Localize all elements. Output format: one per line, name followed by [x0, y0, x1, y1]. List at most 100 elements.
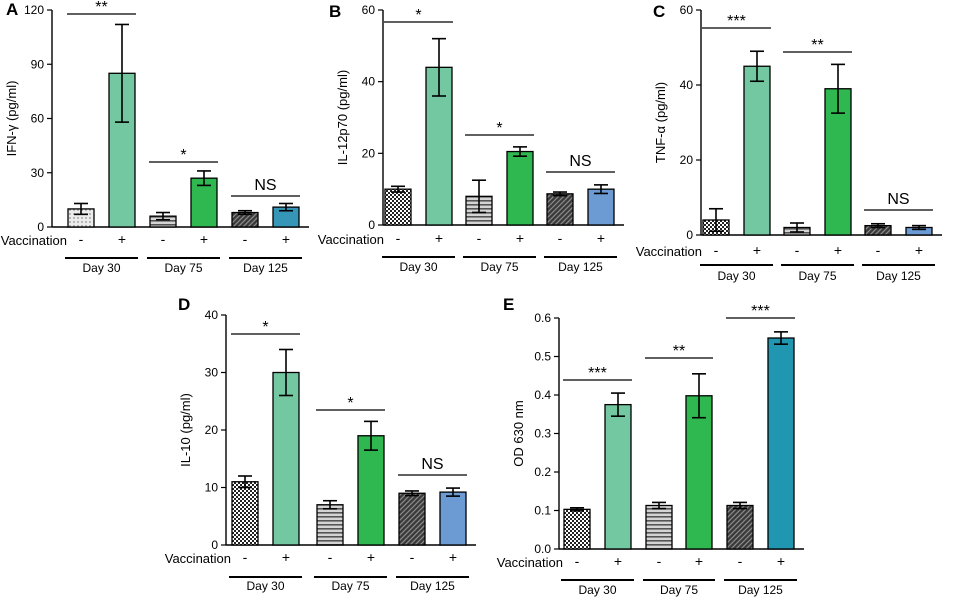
vaccination-sign: -: [243, 231, 248, 247]
group-label: Day 30: [399, 260, 437, 274]
y-tick-label: 0.6: [534, 311, 551, 325]
y-tick-label: 0: [686, 228, 693, 242]
y-tick-label: 30: [205, 366, 219, 380]
y-tick-label: 20: [680, 153, 694, 167]
y-tick-label: 0.2: [534, 465, 551, 479]
vaccination-sign: +: [367, 549, 375, 565]
vaccination-sign: +: [118, 231, 126, 247]
bar: [190, 177, 218, 228]
vaccination-sign: +: [449, 549, 457, 565]
vaccination-sign: +: [597, 230, 605, 246]
significance-label: NS: [569, 153, 591, 170]
vaccination-sign: +: [695, 553, 703, 569]
panel-letter: D: [178, 295, 190, 314]
bar: [685, 395, 713, 550]
vaccination-sign: +: [516, 230, 524, 246]
vaccination-sign: -: [795, 242, 800, 258]
group-label: Day 125: [738, 583, 783, 597]
panel-letter: B: [329, 2, 341, 21]
vaccination-sign: -: [161, 231, 166, 247]
group-label: Day 125: [243, 261, 288, 275]
vaccination-label: Vaccination: [636, 244, 702, 259]
vaccination-sign: +: [282, 231, 290, 247]
vaccination-label: Vaccination: [497, 555, 563, 570]
group-label: Day 75: [164, 261, 202, 275]
vaccination-sign: -: [575, 553, 580, 569]
y-tick-label: 0: [368, 218, 375, 232]
vaccination-label: Vaccination: [318, 232, 384, 247]
vaccination-sign: +: [614, 553, 622, 569]
bar: [506, 150, 534, 226]
bar: [439, 491, 467, 546]
bar: [546, 193, 574, 226]
y-tick-label: 60: [680, 3, 694, 17]
group-label: Day 125: [876, 269, 921, 283]
y-axis-label: OD 630 nm: [511, 400, 526, 466]
significance-label: NS: [887, 191, 909, 208]
bar: [316, 504, 344, 546]
bar: [231, 481, 259, 546]
panel-letter: A: [6, 0, 18, 19]
vaccination-sign: -: [558, 230, 563, 246]
group-label: Day 30: [246, 579, 284, 593]
y-tick-label: 0.1: [534, 504, 551, 518]
significance-label: NS: [254, 177, 276, 194]
y-tick-label: 0.5: [534, 350, 551, 364]
significance-label: ***: [727, 13, 746, 30]
group-label: Day 75: [798, 269, 836, 283]
vaccination-sign: -: [396, 230, 401, 246]
bar: [398, 492, 426, 546]
bar: [563, 508, 591, 550]
vaccination-sign: +: [435, 230, 443, 246]
significance-label: *: [347, 395, 353, 412]
y-axis-label: TNF-α (pg/ml): [653, 82, 668, 163]
significance-label: ***: [588, 365, 607, 382]
y-tick-label: 120: [24, 3, 44, 17]
group-label: Day 75: [331, 579, 369, 593]
y-tick-label: 90: [31, 57, 45, 71]
bar: [645, 504, 673, 550]
significance-label: **: [95, 0, 107, 16]
vaccination-sign: -: [738, 553, 743, 569]
vaccination-sign: -: [243, 549, 248, 565]
vaccination-sign: +: [834, 242, 842, 258]
vaccination-label: Vaccination: [1, 233, 67, 248]
group-label: Day 125: [558, 260, 603, 274]
bar: [726, 504, 754, 550]
y-tick-label: 20: [205, 423, 219, 437]
vaccination-sign: -: [328, 549, 333, 565]
vaccination-sign: -: [79, 231, 84, 247]
y-tick-label: 60: [31, 112, 45, 126]
y-tick-label: 40: [205, 308, 219, 322]
significance-label: **: [673, 343, 685, 360]
significance-label: *: [262, 319, 268, 336]
vaccination-sign: +: [777, 553, 785, 569]
bar: [384, 188, 412, 226]
vaccination-sign: +: [282, 549, 290, 565]
bar: [587, 188, 615, 226]
y-tick-label: 0.0: [534, 542, 551, 556]
panel-e: E 0.0 0.1 0.2 0.3 0.4 0.5 0.6 OD 630 nm Vaccinati…: [497, 295, 804, 597]
bar: [357, 435, 385, 546]
group-label: Day 30: [717, 269, 755, 283]
y-axis-label: IL-10 (pg/ml): [178, 393, 193, 467]
vaccination-sign: -: [714, 242, 719, 258]
y-tick-label: 30: [31, 166, 45, 180]
group-label: Day 30: [82, 261, 120, 275]
group-label: Day 75: [480, 260, 518, 274]
significance-label: *: [415, 7, 421, 24]
bar: [272, 371, 300, 546]
bar: [604, 403, 632, 550]
y-axis-label: IL-12p70 (pg/ml): [335, 70, 350, 165]
significance-label: *: [496, 120, 502, 137]
vaccination-sign: -: [657, 553, 662, 569]
y-tick-label: 0.4: [534, 388, 551, 402]
y-tick-label: 40: [680, 78, 694, 92]
vaccination-sign: +: [753, 242, 761, 258]
y-tick-label: 0.3: [534, 427, 551, 441]
significance-label: **: [811, 37, 823, 54]
y-tick-label: 10: [205, 481, 219, 495]
group-label: Day 125: [410, 579, 455, 593]
